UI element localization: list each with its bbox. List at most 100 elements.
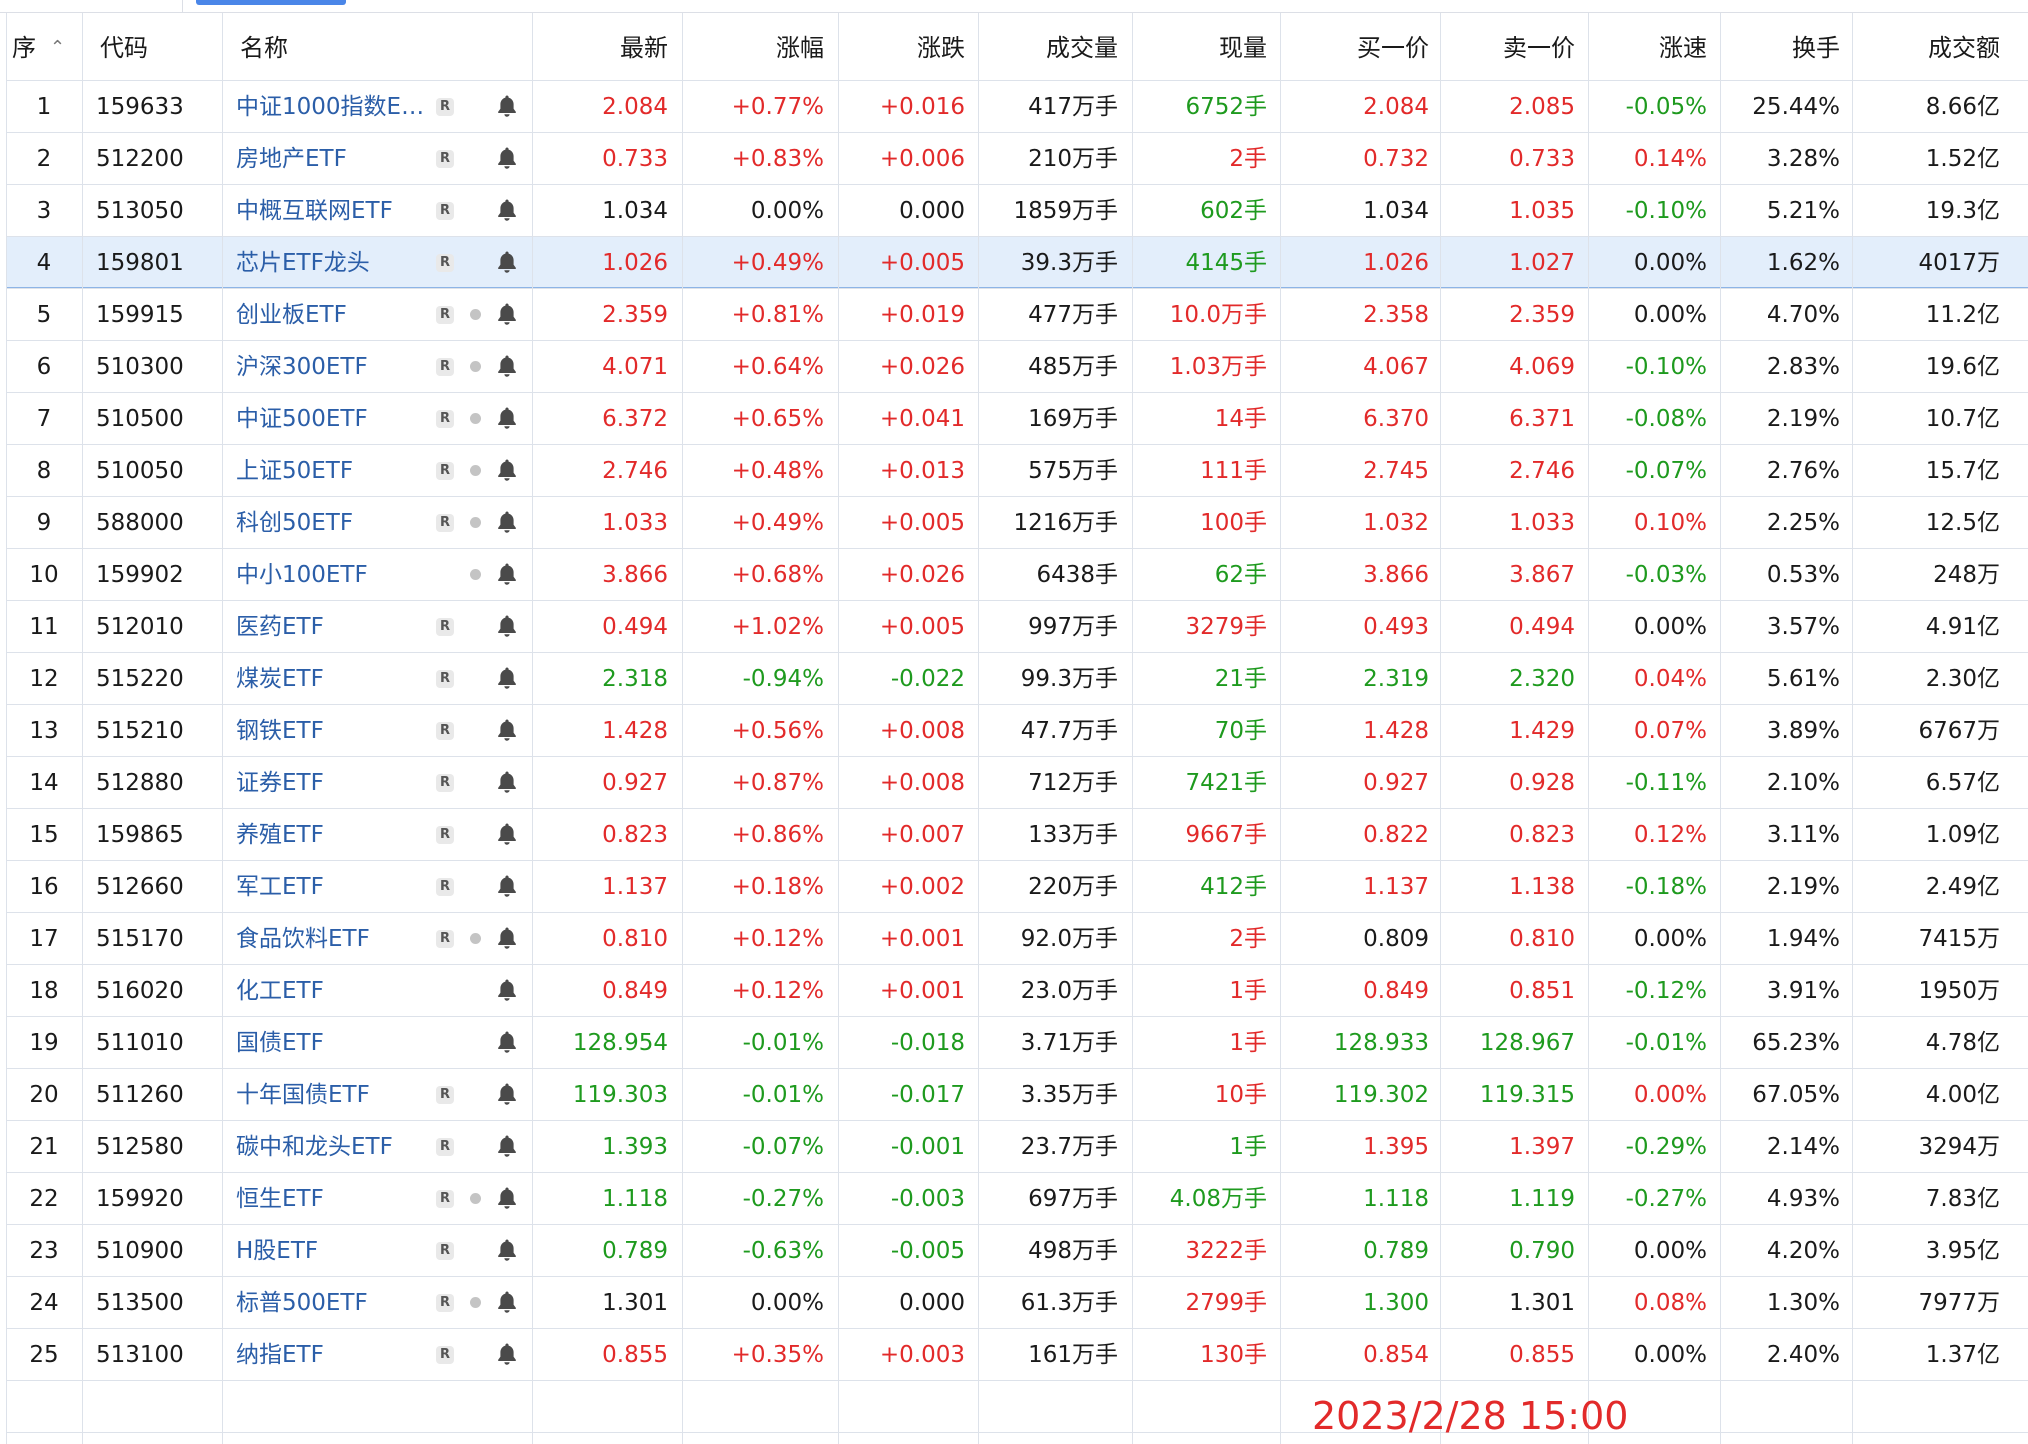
bell-alert-icon[interactable]	[496, 510, 518, 534]
header-name[interactable]: 名称	[240, 34, 288, 62]
row-code[interactable]: 588000	[96, 510, 184, 536]
row-now-vol: 7421手	[1185, 770, 1267, 796]
row-name-link[interactable]: 医药ETF	[236, 614, 324, 640]
row-name-link[interactable]: 纳指ETF	[236, 1342, 324, 1368]
bell-alert-icon[interactable]	[496, 1134, 518, 1158]
row-code[interactable]: 510300	[96, 354, 184, 380]
row-name-link[interactable]: 中概互联网ETF	[236, 198, 393, 224]
row-divider	[6, 912, 2028, 913]
row-code[interactable]: 510050	[96, 458, 184, 484]
header-chg[interactable]: 涨跌	[917, 34, 965, 62]
row-name-link[interactable]: 标普500ETF	[236, 1290, 368, 1316]
header-speed[interactable]: 涨速	[1659, 34, 1707, 62]
bell-alert-icon[interactable]	[496, 354, 518, 378]
row-name-link[interactable]: 煤炭ETF	[236, 666, 324, 692]
row-code[interactable]: 159801	[96, 250, 184, 276]
row-code[interactable]: 516020	[96, 978, 184, 1004]
row-name-link[interactable]: 上证50ETF	[236, 458, 354, 484]
row-volume: 1859万手	[1013, 198, 1118, 224]
active-tab-indicator[interactable]	[196, 0, 346, 5]
bell-alert-icon[interactable]	[496, 1290, 518, 1314]
row-divider	[6, 808, 2028, 809]
row-name-link[interactable]: 恒生ETF	[236, 1186, 324, 1212]
row-name-link[interactable]: 碳中和龙头ETF	[236, 1134, 393, 1160]
bell-alert-icon[interactable]	[496, 406, 518, 430]
bell-alert-icon[interactable]	[496, 1342, 518, 1366]
row-chg: +0.006	[879, 146, 965, 172]
row-code[interactable]: 515220	[96, 666, 184, 692]
bell-alert-icon[interactable]	[496, 1238, 518, 1262]
row-name-link[interactable]: 中小100ETF	[236, 562, 368, 588]
header-amount[interactable]: 成交额	[1928, 34, 2000, 62]
sort-ascending-icon[interactable]: ⌃	[50, 37, 66, 58]
bell-alert-icon[interactable]	[496, 146, 518, 170]
header-now-vol[interactable]: 现量	[1219, 34, 1267, 62]
row-turnover: 2.10%	[1766, 770, 1840, 796]
row-code[interactable]: 159915	[96, 302, 184, 328]
row-name-link[interactable]: 国债ETF	[236, 1030, 324, 1056]
row-code[interactable]: 515170	[96, 926, 184, 952]
row-code[interactable]: 159902	[96, 562, 184, 588]
row-code[interactable]: 513100	[96, 1342, 184, 1368]
row-code[interactable]: 512580	[96, 1134, 184, 1160]
row-code[interactable]: 159920	[96, 1186, 184, 1212]
header-volume[interactable]: 成交量	[1046, 34, 1118, 62]
bell-alert-icon[interactable]	[496, 302, 518, 326]
bell-alert-icon[interactable]	[496, 978, 518, 1002]
row-code[interactable]: 513500	[96, 1290, 184, 1316]
row-code[interactable]: 512880	[96, 770, 184, 796]
bell-alert-icon[interactable]	[496, 1186, 518, 1210]
header-bid[interactable]: 买一价	[1357, 34, 1429, 62]
row-name-link[interactable]: 养殖ETF	[236, 822, 324, 848]
bell-alert-icon[interactable]	[496, 250, 518, 274]
row-name-link[interactable]: H股ETF	[236, 1238, 319, 1264]
bell-alert-icon[interactable]	[496, 1082, 518, 1106]
bell-alert-icon[interactable]	[496, 770, 518, 794]
bell-alert-icon[interactable]	[496, 198, 518, 222]
bell-alert-icon[interactable]	[496, 614, 518, 638]
row-name-link[interactable]: 军工ETF	[236, 874, 324, 900]
bell-alert-icon[interactable]	[496, 94, 518, 118]
row-code[interactable]: 512200	[96, 146, 184, 172]
bell-alert-icon[interactable]	[496, 458, 518, 482]
row-code[interactable]: 159865	[96, 822, 184, 848]
row-name-link[interactable]: 房地产ETF	[236, 146, 347, 172]
bell-alert-icon[interactable]	[496, 562, 518, 586]
row-name-link[interactable]: 证券ETF	[236, 770, 324, 796]
row-name-link[interactable]: 创业板ETF	[236, 302, 347, 328]
header-latest[interactable]: 最新	[620, 34, 668, 62]
row-code[interactable]: 511010	[96, 1030, 184, 1056]
row-name-link[interactable]: 食品饮料ETF	[236, 926, 370, 952]
row-now-vol: 130手	[1200, 1342, 1267, 1368]
bell-alert-icon[interactable]	[496, 822, 518, 846]
row-name-link[interactable]: 中证1000指数E…	[236, 94, 425, 120]
header-seq[interactable]: 序 ⌃	[12, 13, 82, 83]
row-code[interactable]: 159633	[96, 94, 184, 120]
row-code[interactable]: 511260	[96, 1082, 184, 1108]
header-turnover[interactable]: 换手	[1792, 34, 1840, 62]
row-code[interactable]: 510500	[96, 406, 184, 432]
row-code[interactable]: 512660	[96, 874, 184, 900]
row-name-link[interactable]: 沪深300ETF	[236, 354, 368, 380]
row-name-link[interactable]: 化工ETF	[236, 978, 324, 1004]
row-code[interactable]: 513050	[96, 198, 184, 224]
row-code[interactable]: 515210	[96, 718, 184, 744]
row-seq: 22	[29, 1186, 59, 1212]
bell-alert-icon[interactable]	[496, 1030, 518, 1054]
row-name-link[interactable]: 芯片ETF龙头	[236, 250, 370, 276]
row-name-link[interactable]: 十年国债ETF	[236, 1082, 370, 1108]
bell-alert-icon[interactable]	[496, 666, 518, 690]
row-seq: 14	[29, 770, 59, 796]
header-ask[interactable]: 卖一价	[1503, 34, 1575, 62]
row-chg: +0.007	[879, 822, 965, 848]
row-code[interactable]: 510900	[96, 1238, 184, 1264]
row-code[interactable]: 512010	[96, 614, 184, 640]
header-pct[interactable]: 涨幅	[776, 34, 824, 62]
header-code[interactable]: 代码	[100, 34, 148, 62]
row-name-link[interactable]: 科创50ETF	[236, 510, 354, 536]
row-name-link[interactable]: 钢铁ETF	[236, 718, 324, 744]
bell-alert-icon[interactable]	[496, 926, 518, 950]
bell-alert-icon[interactable]	[496, 718, 518, 742]
bell-alert-icon[interactable]	[496, 874, 518, 898]
row-name-link[interactable]: 中证500ETF	[236, 406, 368, 432]
